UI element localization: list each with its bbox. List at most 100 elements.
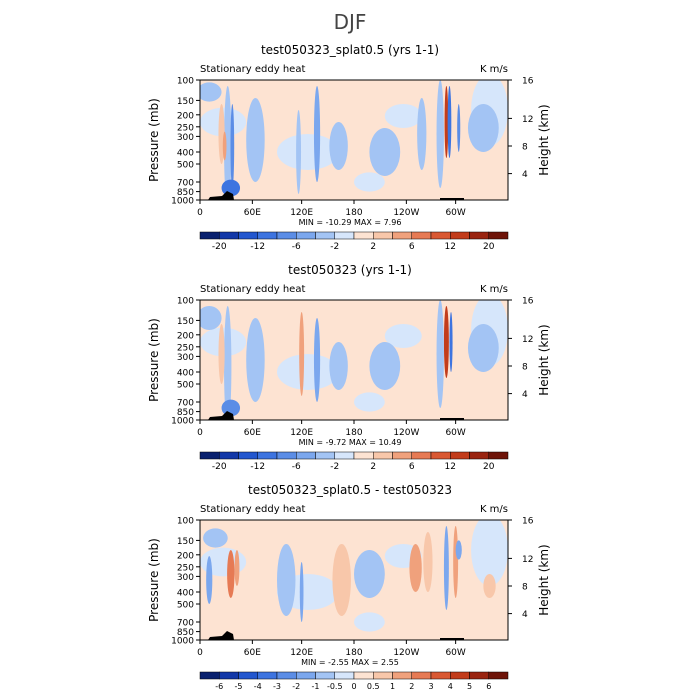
ylabel-right: Height (km) bbox=[537, 544, 551, 615]
colorbar-label: 6 bbox=[409, 462, 415, 470]
lon-tick-label: 120E bbox=[290, 208, 313, 218]
contour-region bbox=[417, 98, 427, 170]
colorbar-swatch bbox=[296, 671, 316, 680]
panel-right-label: K m/s bbox=[480, 284, 508, 295]
colorbar-label: -20 bbox=[212, 462, 227, 470]
height-tick-label: 12 bbox=[522, 555, 533, 565]
colorbar-label: 6 bbox=[409, 242, 415, 250]
colorbar-label: -2 bbox=[330, 462, 339, 470]
contour-region bbox=[200, 306, 222, 330]
height-tick-label: 4 bbox=[522, 170, 528, 180]
pressure-tick-label: 250 bbox=[177, 343, 194, 353]
contour-region bbox=[277, 544, 296, 616]
lon-tick-label: 60E bbox=[244, 648, 261, 658]
pressure-tick-label: 200 bbox=[177, 111, 194, 121]
contour-region bbox=[443, 306, 449, 378]
colorbar-swatch bbox=[353, 231, 374, 240]
colorbar-swatch bbox=[488, 671, 509, 680]
lon-tick-label: 120E bbox=[290, 428, 313, 438]
colorbar-label: 2 bbox=[409, 682, 414, 691]
height-tick-label: 8 bbox=[522, 583, 528, 593]
colorbar-swatch bbox=[392, 451, 412, 460]
contour-region bbox=[299, 312, 305, 396]
panel-1: test050323_splat0.5 (yrs 1-1) Stationary … bbox=[147, 43, 551, 250]
contour-region bbox=[313, 318, 321, 402]
contour-region bbox=[299, 562, 304, 622]
ylabel-left: Pressure (mb) bbox=[147, 538, 161, 622]
pressure-tick-label: 500 bbox=[177, 601, 194, 611]
colorbar-swatch bbox=[219, 671, 239, 680]
lon-tick-label: 120E bbox=[290, 648, 313, 658]
colorbar-label: 3 bbox=[428, 682, 433, 691]
contour-region bbox=[354, 172, 385, 192]
panel-left-label: Stationary eddy heat bbox=[200, 64, 305, 75]
topography-africa bbox=[208, 411, 234, 420]
main-title: DJF bbox=[333, 10, 367, 34]
pressure-tick-label: 500 bbox=[177, 161, 194, 171]
lon-tick-label: 0 bbox=[197, 428, 203, 438]
height-tick-label: 16 bbox=[522, 77, 534, 87]
contour-region bbox=[467, 324, 499, 372]
contour-region bbox=[384, 324, 422, 348]
contour-region bbox=[444, 86, 449, 158]
height-tick-label: 16 bbox=[522, 297, 534, 307]
topography-africa bbox=[208, 191, 234, 200]
colorbar-label: 4 bbox=[448, 682, 453, 691]
colorbar-label: 6 bbox=[486, 682, 491, 691]
colorbar-label: 0 bbox=[351, 682, 356, 691]
colorbar-swatch bbox=[334, 231, 355, 240]
colorbar-swatch bbox=[488, 231, 509, 240]
colorbar-swatch bbox=[219, 451, 239, 460]
colorbar-swatch bbox=[430, 231, 451, 240]
lon-tick-label: 60W bbox=[445, 648, 465, 658]
pressure-tick-label: 250 bbox=[177, 563, 194, 573]
contour-region bbox=[354, 392, 385, 412]
contour-region bbox=[369, 342, 401, 390]
contour-region bbox=[483, 574, 496, 598]
colorbar-swatch bbox=[411, 231, 432, 240]
contour-region bbox=[354, 550, 385, 598]
ylabel-left: Pressure (mb) bbox=[147, 318, 161, 402]
colorbar-label: -0.5 bbox=[327, 682, 343, 691]
lon-tick-label: 0 bbox=[197, 648, 203, 658]
panel-title: test050323 (yrs 1-1) bbox=[288, 263, 412, 277]
contour-region bbox=[423, 532, 433, 592]
colorbar-swatch bbox=[488, 451, 509, 460]
contour-region bbox=[277, 134, 339, 170]
colorbar-swatch bbox=[276, 231, 297, 240]
contour-region bbox=[384, 104, 422, 128]
colorbar-swatch bbox=[450, 671, 470, 680]
pressure-tick-label: 100 bbox=[177, 517, 194, 527]
lon-tick-label: 180 bbox=[345, 208, 362, 218]
lon-tick-label: 60W bbox=[445, 428, 465, 438]
pressure-tick-label: 850 bbox=[177, 408, 194, 418]
colorbar-label: 2 bbox=[370, 462, 376, 470]
colorbar-label: 20 bbox=[483, 242, 495, 250]
colorbar-swatch bbox=[238, 231, 258, 240]
height-tick-label: 8 bbox=[522, 363, 528, 373]
pressure-tick-label: 1000 bbox=[171, 417, 194, 427]
height-tick-label: 12 bbox=[522, 115, 533, 125]
colorbar-label: -6 bbox=[215, 682, 223, 691]
height-tick-label: 4 bbox=[522, 610, 528, 620]
contour-region bbox=[471, 520, 508, 586]
colorbar-label: -12 bbox=[250, 462, 265, 470]
colorbar-swatch bbox=[296, 231, 316, 240]
pressure-tick-label: 700 bbox=[177, 399, 194, 409]
panel-left-label: Stationary eddy heat bbox=[200, 284, 305, 295]
pressure-tick-label: 250 bbox=[177, 123, 194, 133]
ylabel-right: Height (km) bbox=[537, 104, 551, 175]
pressure-tick-label: 100 bbox=[177, 297, 194, 307]
pressure-tick-label: 400 bbox=[177, 369, 194, 379]
colorbar-swatch bbox=[199, 671, 220, 680]
contour-fill bbox=[200, 520, 508, 632]
contour-region bbox=[449, 312, 453, 372]
colorbar-label: -20 bbox=[212, 242, 227, 250]
pressure-tick-label: 400 bbox=[177, 589, 194, 599]
colorbar-swatch bbox=[334, 671, 355, 680]
lon-tick-label: 0 bbox=[197, 208, 203, 218]
colorbar-label: -6 bbox=[292, 242, 301, 250]
contour-fill bbox=[200, 300, 508, 420]
colorbar-swatch bbox=[469, 451, 489, 460]
colorbar-swatch bbox=[392, 671, 412, 680]
